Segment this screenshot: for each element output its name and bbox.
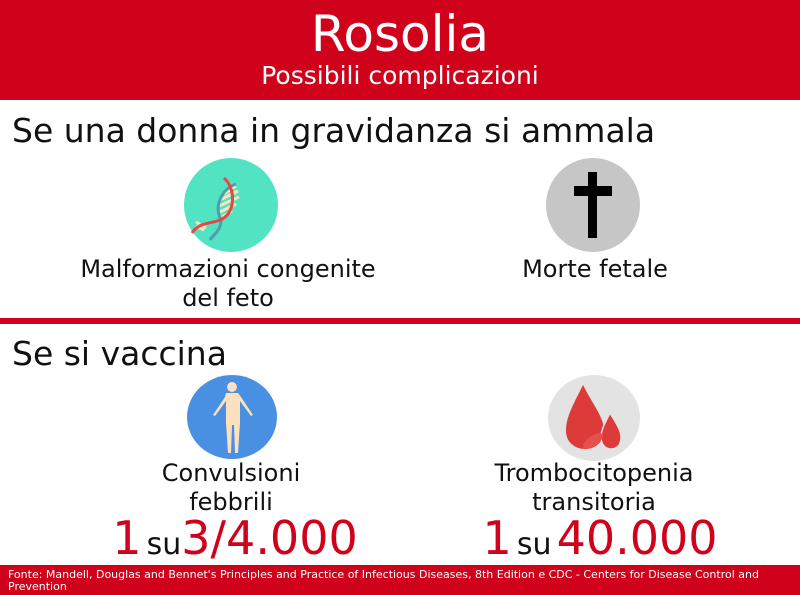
stat-value: 40.000 — [556, 511, 718, 565]
section-heading-vaccine: Se si vaccina — [12, 334, 227, 373]
label-line: febbrili — [189, 488, 273, 516]
stat-one: 1 — [112, 511, 142, 565]
label-malformazioni: Malformazioni congenite del feto — [28, 255, 428, 313]
label-line: Convulsioni — [161, 459, 301, 487]
dna-icon — [184, 158, 278, 252]
footer-source: Fonte: Mandell, Douglas and Bennet's Pri… — [0, 565, 800, 595]
stat-su: su — [516, 527, 552, 562]
label-convulsioni: Convulsioni febbrili — [81, 459, 381, 517]
label-morte-fetale: Morte fetale — [522, 255, 668, 283]
label-line: Trombocitopenia — [494, 459, 694, 487]
stat-su: su — [146, 527, 182, 562]
header-banner: Rosolia Possibili complicazioni — [0, 0, 800, 100]
section-divider — [0, 318, 800, 324]
stat-trombocitopenia: 1 su 40.000 — [455, 510, 745, 577]
stat-one: 1 — [482, 511, 512, 565]
label-trombocitopenia: Trombocitopenia transitoria — [444, 459, 744, 517]
section-heading-pregnancy: Se una donna in gravidanza si ammala — [12, 111, 656, 150]
cross-icon — [546, 158, 640, 252]
label-line: del feto — [182, 284, 274, 312]
stat-convulsioni: 1 su3/4.000 — [90, 510, 380, 577]
blood-drops-icon — [548, 375, 640, 461]
page-title: Rosolia — [310, 5, 490, 63]
human-body-icon — [187, 375, 277, 459]
label-line: Malformazioni congenite — [80, 255, 376, 283]
label-line: transitoria — [532, 488, 656, 516]
stat-value: 3/4.000 — [181, 511, 358, 565]
page-subtitle: Possibili complicazioni — [261, 61, 539, 90]
